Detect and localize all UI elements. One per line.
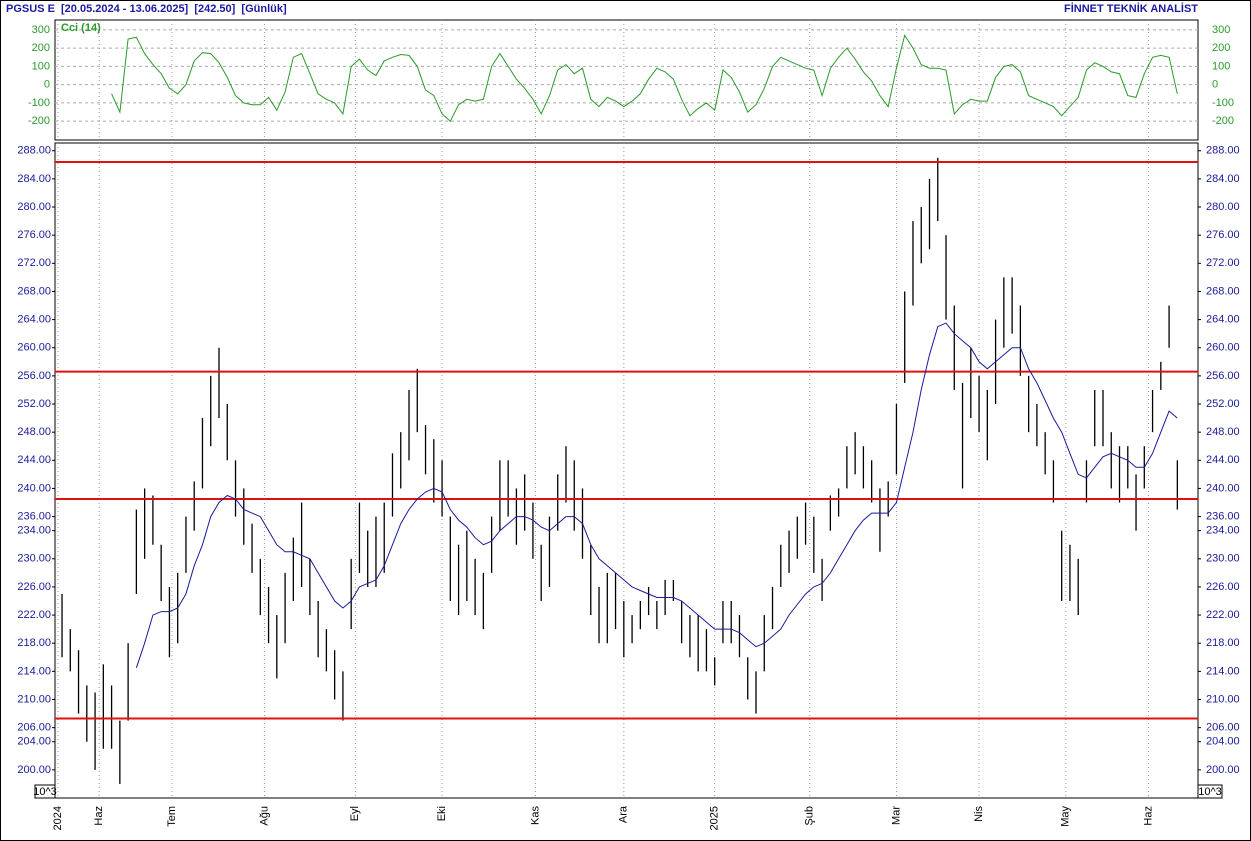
- y-tick-label-right: 206.00: [1206, 722, 1240, 734]
- y-tick-label: 234.00: [17, 525, 51, 537]
- y-tick-label-right: 272.00: [1206, 257, 1240, 269]
- series-line: [111, 34, 1178, 123]
- x-tick-label: Tem: [166, 806, 178, 827]
- x-tick-label: Haz: [1142, 806, 1154, 826]
- y-tick-label-right: 226.00: [1206, 581, 1240, 593]
- x-tick-label: Şub: [804, 806, 816, 826]
- y-tick-label-right: 200.00: [1206, 764, 1240, 776]
- x-tick-label: Kas: [529, 806, 541, 825]
- y-tick-label: 210.00: [17, 693, 51, 705]
- y-tick-label-right: 280.00: [1206, 201, 1240, 213]
- y-tick-label-right: 200: [1212, 42, 1230, 54]
- y-tick-label-right: 248.00: [1206, 426, 1240, 438]
- y-tick-label-right: 230.00: [1206, 553, 1240, 565]
- x-tick-label: Mar: [890, 806, 902, 825]
- y-tick-label: 248.00: [17, 426, 51, 438]
- y-tick-label-right: 214.00: [1206, 665, 1240, 677]
- x-tick-label: Eki: [436, 806, 448, 821]
- x-tick-label: 2024: [52, 806, 64, 830]
- y-tick-label: 200.00: [17, 764, 51, 776]
- y-tick-label-right: 288.00: [1206, 145, 1240, 157]
- scale-note-box: [1197, 784, 1223, 799]
- x-tick-label: Nis: [973, 806, 985, 822]
- price-panel: [54, 142, 1199, 799]
- legend-label: Cci (14): [61, 22, 101, 34]
- y-tick-label-right: 268.00: [1206, 285, 1240, 297]
- header-left: PGSUS E [20.05.2024 - 13.06.2025] [242.5…: [6, 3, 287, 15]
- scale-note: 10^3: [33, 786, 57, 798]
- x-tick-label: Haz: [93, 806, 105, 826]
- y-tick-label-right: 284.00: [1206, 173, 1240, 185]
- y-tick-label-right: -200: [1212, 115, 1234, 127]
- scale-note: 10^3: [1198, 786, 1222, 798]
- y-tick-label: 206.00: [17, 722, 51, 734]
- y-tick-label: 288.00: [17, 145, 51, 157]
- y-tick-label: 244.00: [17, 454, 51, 466]
- y-tick-label-right: 218.00: [1206, 637, 1240, 649]
- y-tick-label-right: 300: [1212, 24, 1230, 36]
- x-tick-label: Eyl: [349, 806, 361, 821]
- y-tick-label: 260.00: [17, 342, 51, 354]
- y-tick-label-right: 256.00: [1206, 370, 1240, 382]
- y-tick-label-right: 244.00: [1206, 454, 1240, 466]
- y-tick-label: 264.00: [17, 313, 51, 325]
- scale-note-box: [34, 784, 56, 799]
- y-tick-label-right: 210.00: [1206, 693, 1240, 705]
- y-tick-label: 280.00: [17, 201, 51, 213]
- y-tick-label: 300: [32, 24, 50, 36]
- y-tick-label-right: 236.00: [1206, 510, 1240, 522]
- y-tick-label: 0: [44, 79, 50, 91]
- y-tick-label-right: -100: [1212, 97, 1234, 109]
- y-tick-label: 200: [32, 42, 50, 54]
- y-tick-label: 252.00: [17, 398, 51, 410]
- y-tick-label-right: 0: [1212, 79, 1218, 91]
- series-line: [135, 322, 1178, 668]
- y-tick-label-right: 260.00: [1206, 342, 1240, 354]
- y-tick-label: 218.00: [17, 637, 51, 649]
- y-tick-label: 214.00: [17, 665, 51, 677]
- y-tick-label: 204.00: [17, 736, 51, 748]
- y-tick-label: 236.00: [17, 510, 51, 522]
- y-tick-label: 256.00: [17, 370, 51, 382]
- y-tick-label: -100: [28, 97, 50, 109]
- y-tick-label-right: 264.00: [1206, 313, 1240, 325]
- y-tick-label-right: 234.00: [1206, 525, 1240, 537]
- y-tick-label-right: 276.00: [1206, 229, 1240, 241]
- y-tick-label: -200: [28, 115, 50, 127]
- y-tick-label: 226.00: [17, 581, 51, 593]
- y-tick-label: 284.00: [17, 173, 51, 185]
- header-right: FİNNET TEKNİK ANALİST: [1064, 2, 1198, 15]
- x-tick-label: Ağu: [258, 806, 270, 826]
- y-tick-label: 272.00: [17, 257, 51, 269]
- y-tick-label-right: 252.00: [1206, 398, 1240, 410]
- x-tick-label: May: [1060, 806, 1072, 827]
- y-tick-label: 230.00: [17, 553, 51, 565]
- x-tick-label: Ara: [618, 805, 630, 823]
- x-tick-label: 2025: [709, 806, 721, 830]
- y-tick-label: 240.00: [17, 482, 51, 494]
- y-tick-label-right: 100: [1212, 60, 1230, 72]
- y-tick-label: 222.00: [17, 609, 51, 621]
- y-tick-label-right: 240.00: [1206, 482, 1240, 494]
- y-tick-label-right: 222.00: [1206, 609, 1240, 621]
- y-tick-label: 268.00: [17, 285, 51, 297]
- y-tick-label-right: 204.00: [1206, 736, 1240, 748]
- cci-panel: [54, 19, 1199, 141]
- y-tick-label: 100: [32, 60, 50, 72]
- y-tick-label: 276.00: [17, 229, 51, 241]
